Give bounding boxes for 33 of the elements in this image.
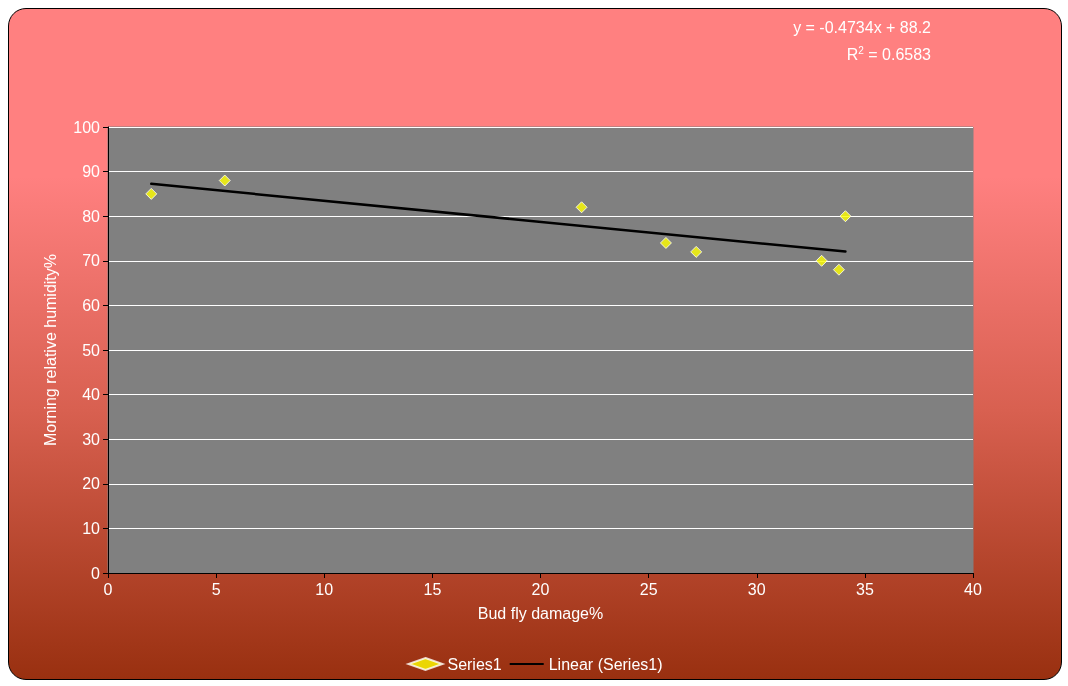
y-tick-label: 40: [82, 386, 101, 404]
y-tick-label: 30: [82, 430, 101, 448]
y-tick-label: 100: [73, 118, 101, 136]
point: [575, 201, 588, 214]
y-tick-label: 60: [82, 296, 101, 314]
x-tick-label: 20: [531, 580, 550, 598]
y-tick-label: 90: [82, 163, 101, 181]
y-tick-label: 70: [82, 252, 101, 270]
y-tick-label: 10: [82, 519, 101, 537]
point: [145, 187, 158, 200]
x-tick-label: 35: [855, 580, 874, 598]
x-tick-label: 10: [315, 580, 334, 598]
x-tick-label: 0: [103, 580, 113, 598]
x-tick-label: 25: [639, 580, 658, 598]
x-axis-title: Bud fly damage%: [477, 604, 604, 622]
text: y = -0.4734x + 88.2: [793, 18, 932, 36]
y-tick-label: 50: [82, 341, 101, 359]
point: [832, 263, 845, 276]
legend-label: Series1: [447, 655, 502, 673]
point: [815, 254, 828, 267]
x-tick-label: 5: [211, 580, 221, 598]
y-tick-label: 20: [82, 475, 101, 493]
point: [659, 236, 672, 249]
y-tick-label: 0: [91, 564, 101, 582]
x-tick-label: 40: [964, 580, 982, 598]
y-axis-title: Morning relative humidity%: [41, 253, 59, 447]
x-tick-label: 15: [423, 580, 442, 598]
point: [839, 210, 852, 223]
y-tick-label: 80: [82, 207, 101, 225]
point: [690, 245, 703, 258]
point: [218, 174, 231, 187]
legend-label: Linear (Series1): [548, 655, 663, 673]
x-tick-label: 30: [747, 580, 766, 598]
